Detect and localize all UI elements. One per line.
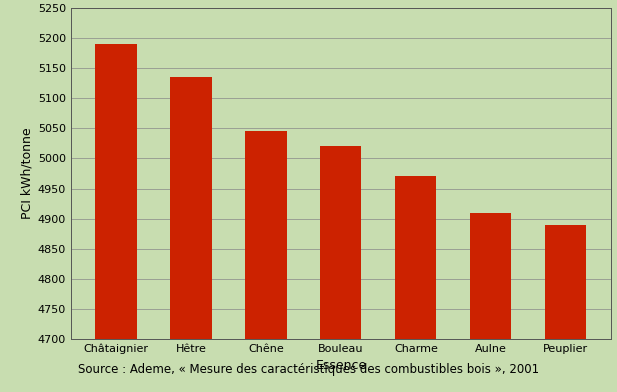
Bar [170,77,212,339]
Bar [246,131,286,339]
Bar [96,44,137,339]
Bar [320,146,362,339]
Bar [395,176,436,339]
Bar [545,225,586,339]
Y-axis label: PCI kWh/tonne: PCI kWh/tonne [21,128,34,219]
Text: Source : Ademe, « Mesure des caractéristiques des combustibles bois », 2001: Source : Ademe, « Mesure des caractérist… [78,363,539,376]
X-axis label: Essence: Essence [315,359,366,372]
Bar [470,212,511,339]
